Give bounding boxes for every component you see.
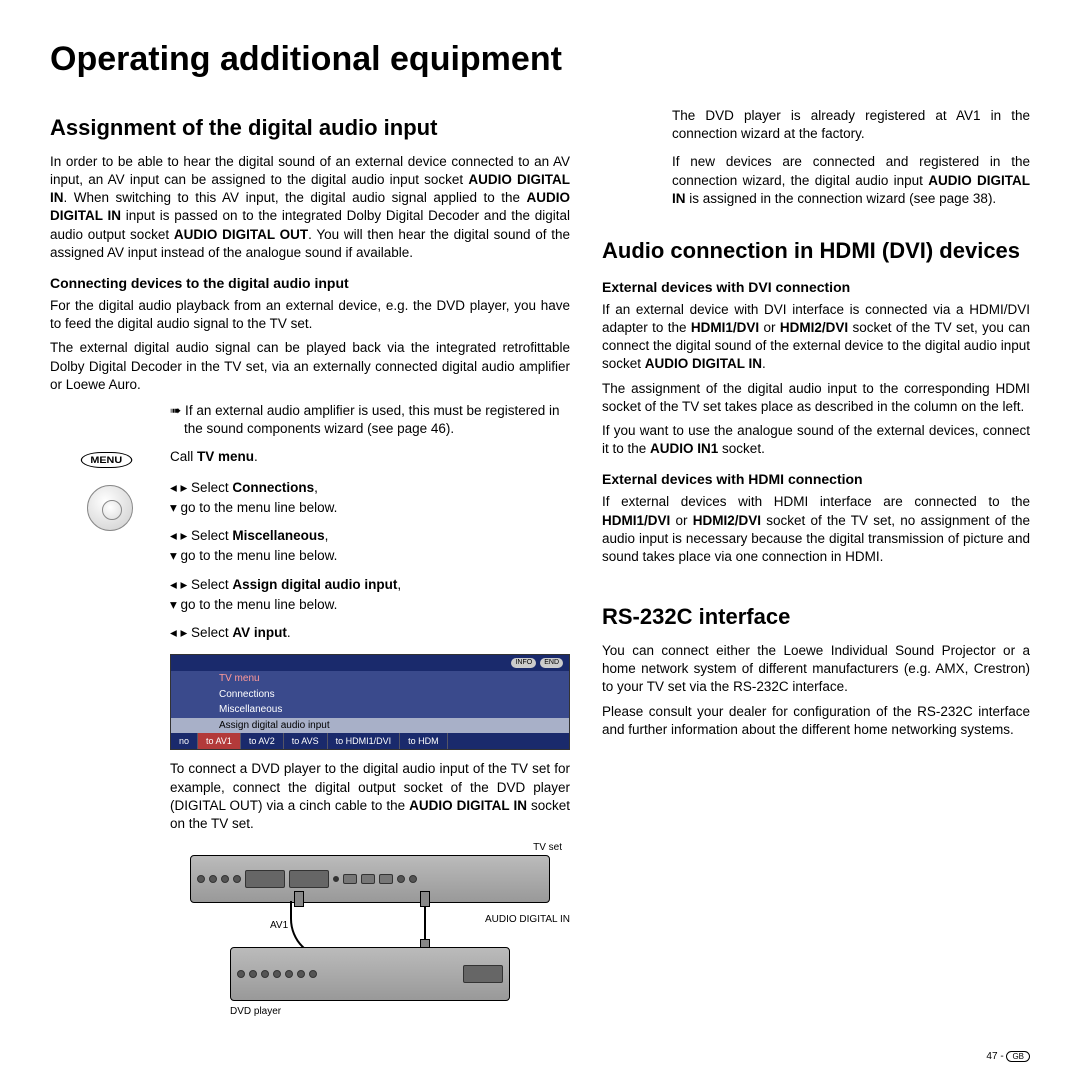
menu-bottom-tabs: no to AV1 to AV2 to AVS to HDMI1/DVI to …: [171, 733, 569, 749]
para-analogue: If you want to use the analogue sound of…: [602, 422, 1030, 458]
info-pill: INFO: [511, 658, 536, 667]
para-dvd-registered: The DVD player is already registered at …: [672, 107, 1030, 143]
para-external-signal: The external digital audio signal can be…: [50, 339, 570, 394]
subhead-hdmi: External devices with HDMI connection: [602, 470, 1030, 489]
para-connect-dvd: To connect a DVD player to the digital a…: [170, 760, 570, 833]
tv-panel: [190, 855, 550, 903]
tv-menu-screenshot: INFO END TV menu Connections Miscellaneo…: [170, 654, 570, 750]
page-title: Operating additional equipment: [50, 40, 1030, 79]
para-rs232-2: Please consult your dealer for configura…: [602, 703, 1030, 739]
left-column: Assignment of the digital audio input In…: [50, 107, 570, 1025]
end-pill: END: [540, 658, 563, 667]
nav-pad-icon: [87, 485, 133, 531]
heading-assignment: Assignment of the digital audio input: [50, 113, 570, 143]
connection-diagram: TV set AUDIO DIGITAL IN AV1: [170, 841, 570, 1021]
note-amplifier: ➠ If an external audio amplifier is used…: [170, 402, 570, 438]
subhead-connecting: Connecting devices to the digital audio …: [50, 274, 570, 293]
para-playback: For the digital audio playback from an e…: [50, 297, 570, 333]
heading-hdmi-dvi: Audio connection in HDMI (DVI) devices: [602, 236, 1030, 266]
page-footer: 47 - GB: [986, 1051, 1030, 1062]
para-intro: In order to be able to hear the digital …: [50, 153, 570, 262]
dvd-panel: [230, 947, 510, 1001]
para-dvi-adapter: If an external device with DVI interface…: [602, 301, 1030, 374]
subhead-dvi: External devices with DVI connection: [602, 278, 1030, 297]
menu-button-icon: MENU: [81, 452, 132, 468]
para-hdmi-no-assign: If external devices with HDMI interface …: [602, 493, 1030, 566]
nav-row: ◂ ▸ Select Connections, ▾ go to the menu…: [50, 479, 570, 645]
region-badge: GB: [1006, 1051, 1030, 1062]
para-new-devices: If new devices are connected and registe…: [672, 153, 1030, 208]
para-assignment-hdmi: The assignment of the digital audio inpu…: [602, 380, 1030, 416]
right-column: The DVD player is already registered at …: [602, 107, 1030, 1025]
para-rs232-1: You can connect either the Loewe Individ…: [602, 642, 1030, 697]
heading-rs232c: RS-232C interface: [602, 602, 1030, 632]
menu-row: MENU Call TV menu.: [50, 448, 570, 468]
content-columns: Assignment of the digital audio input In…: [50, 107, 1030, 1025]
